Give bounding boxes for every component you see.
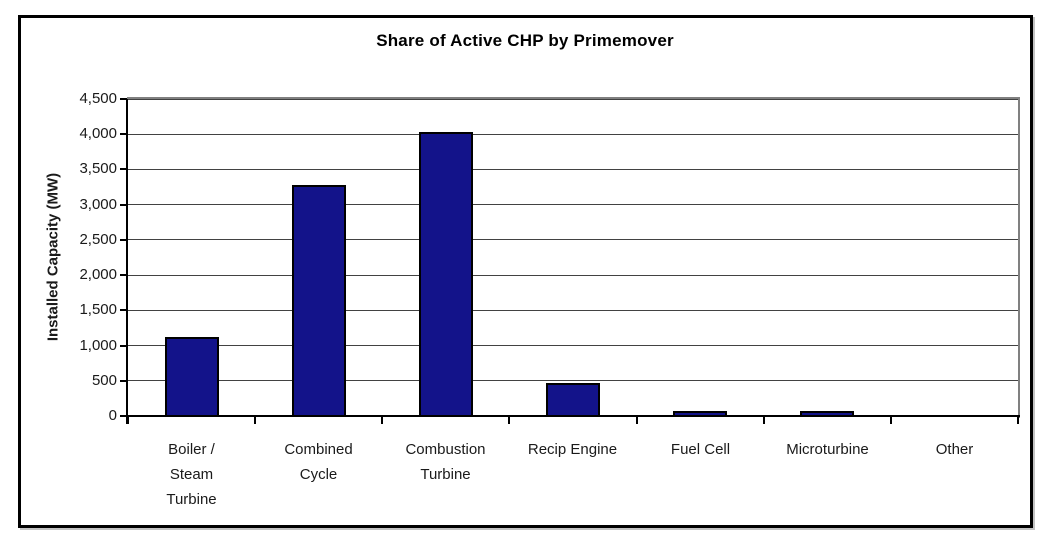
- gridline: [128, 380, 1018, 381]
- x-category-label-line: Combined: [284, 441, 353, 458]
- y-tick-mark: [120, 98, 127, 100]
- x-category-label-recip-engine: Recip Engine: [509, 437, 636, 462]
- y-tick-mark: [120, 204, 127, 206]
- x-category-label-line: Cycle: [299, 466, 338, 483]
- y-tick-label: 2,000: [79, 266, 117, 283]
- x-category-label-line: Steam: [169, 466, 214, 483]
- bar-fuel-cell: [673, 411, 727, 416]
- y-tick-mark: [120, 274, 127, 276]
- y-tick-mark: [120, 168, 127, 170]
- y-tick-label: 3,500: [79, 160, 117, 177]
- x-tick-mark: [890, 417, 892, 424]
- x-category-label-combustion-turbine: Combustion Turbine: [382, 437, 509, 487]
- x-tick-mark: [127, 417, 129, 424]
- bar-combustion-turbine: [419, 132, 473, 416]
- x-category-label-line: Turbine: [420, 466, 471, 483]
- x-category-label-line: Boiler /: [168, 441, 215, 458]
- plot-area: [128, 99, 1018, 416]
- x-tick-mark: [763, 417, 765, 424]
- y-tick-label: 2,500: [79, 231, 117, 248]
- y-tick-label: 500: [91, 372, 117, 389]
- gridline: [128, 204, 1018, 205]
- y-tick-mark: [120, 380, 127, 382]
- y-tick-label: 0: [108, 407, 117, 424]
- bar-microturbine: [800, 411, 854, 416]
- y-tick-mark: [120, 239, 127, 241]
- chart-title: Share of Active CHP by Primemover: [376, 31, 674, 50]
- x-category-label-line: Other: [935, 441, 974, 458]
- x-tick-mark: [1017, 417, 1019, 424]
- bar-recip-engine: [546, 383, 600, 416]
- y-tick-label: 4,000: [79, 125, 117, 142]
- y-tick-label: 3,000: [79, 196, 117, 213]
- x-tick-mark: [381, 417, 383, 424]
- plot-border-right: [1018, 97, 1020, 418]
- gridline: [128, 345, 1018, 346]
- x-category-label-other: Other: [891, 437, 1018, 462]
- y-tick-mark: [120, 345, 127, 347]
- y-tick-mark: [120, 415, 127, 417]
- gridline: [128, 275, 1018, 276]
- y-tick-label: 4,500: [79, 90, 117, 107]
- y-tick-mark: [120, 309, 127, 311]
- x-category-label-boiler-steam-turbine: Boiler / Steam Turbine: [128, 437, 255, 512]
- x-category-label-line: Combustion: [405, 441, 486, 458]
- y-tick-label: 1,000: [79, 337, 117, 354]
- x-tick-mark: [254, 417, 256, 424]
- y-tick-label: 1,500: [79, 301, 117, 318]
- bar-combined-cycle: [292, 185, 346, 416]
- chart-frame: [18, 15, 1033, 528]
- bar-boiler-steam-turbine: [165, 337, 219, 416]
- x-category-label-line: Turbine: [166, 491, 217, 508]
- gridline: [128, 169, 1018, 170]
- x-tick-mark: [636, 417, 638, 424]
- x-category-label-line: Fuel Cell: [670, 441, 731, 458]
- x-category-label-line: Recip Engine: [527, 441, 618, 458]
- gridline: [128, 99, 1018, 100]
- x-category-label-line: Microturbine: [786, 441, 869, 458]
- x-category-label-microturbine: Microturbine: [764, 437, 891, 462]
- x-tick-mark: [508, 417, 510, 424]
- y-tick-mark: [120, 133, 127, 135]
- x-category-label-fuel-cell: Fuel Cell: [637, 437, 764, 462]
- gridline: [128, 310, 1018, 311]
- plot-border-top: [127, 97, 1020, 99]
- y-axis-line: [126, 99, 128, 424]
- gridline: [128, 134, 1018, 135]
- x-category-label-combined-cycle: Combined Cycle: [255, 437, 382, 487]
- gridline: [128, 239, 1018, 240]
- x-axis-line: [126, 415, 1020, 417]
